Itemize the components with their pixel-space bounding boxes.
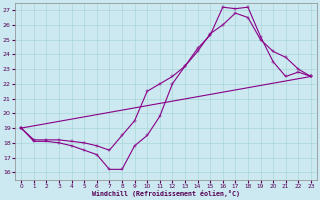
X-axis label: Windchill (Refroidissement éolien,°C): Windchill (Refroidissement éolien,°C) [92, 190, 240, 197]
